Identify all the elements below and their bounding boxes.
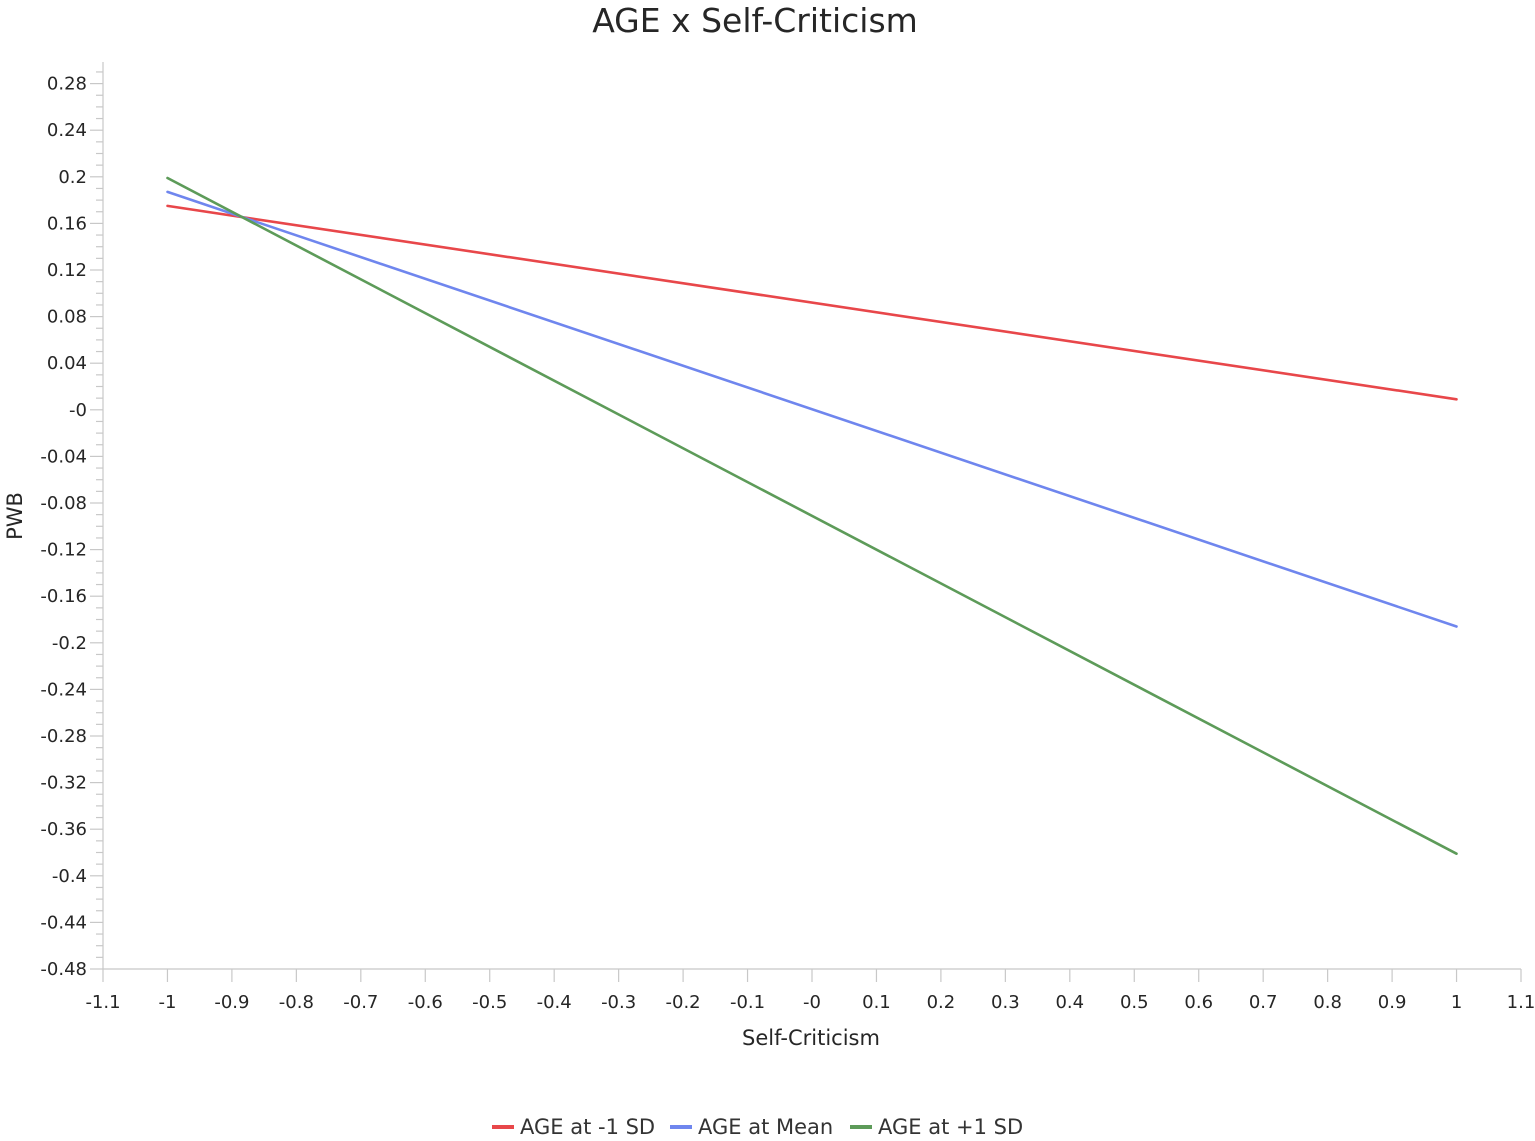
y-tick-label: 0.2	[58, 167, 87, 188]
y-axis-label: PWB	[3, 492, 27, 540]
y-tick-label: -0.08	[40, 493, 87, 514]
legend-item: AGE at +1 SD	[850, 1115, 1023, 1139]
x-tick-label: -0.8	[279, 992, 314, 1013]
y-tick-label: -0.04	[40, 446, 87, 467]
x-axis-label: Self-Criticism	[742, 1026, 880, 1050]
y-tick-label: -0.2	[52, 633, 87, 654]
x-tick-label: -0	[803, 992, 821, 1013]
x-tick-label: 0.3	[991, 992, 1020, 1013]
y-tick-label: 0.04	[47, 353, 87, 374]
x-tick-label: -0.5	[472, 992, 507, 1013]
y-tick-label: 0.16	[47, 213, 87, 234]
legend-label: AGE at +1 SD	[878, 1115, 1023, 1139]
legend: AGE at -1 SD AGE at Mean AGE at +1 SD	[492, 1115, 1023, 1139]
x-tick-label: 0.8	[1313, 992, 1342, 1013]
x-tick-label: 0.6	[1184, 992, 1213, 1013]
x-axis: -1.1 -1 -0.9 -0.8 -0.7 -0.6 -0.5 -0.4 -0.3 -0.2 -0…	[85, 968, 1535, 1013]
x-tick-label: 1	[1451, 992, 1462, 1013]
x-tick-label: -0.3	[601, 992, 636, 1013]
x-tick-label: 0.4	[1055, 992, 1084, 1013]
y-tick-label: -0	[69, 400, 87, 421]
x-tick-label: -0.4	[537, 992, 572, 1013]
series-line	[166, 176, 1458, 856]
x-tick-label: -0.1	[730, 992, 765, 1013]
x-tick-label: -0.9	[214, 992, 249, 1013]
x-tick-label: 0.7	[1249, 992, 1278, 1013]
x-tick-label: -1	[158, 992, 176, 1013]
series-line	[166, 190, 1458, 628]
y-tick-label: -0.36	[40, 819, 87, 840]
y-tick-label: -0.12	[40, 540, 87, 561]
y-tick-label: 0.12	[47, 260, 87, 281]
x-tick-label: -0.7	[343, 992, 378, 1013]
legend-item: AGE at -1 SD	[492, 1115, 655, 1139]
x-tick-label: -1.1	[85, 992, 120, 1013]
y-tick-label: -0.4	[52, 866, 87, 887]
x-tick-label: 0.2	[927, 992, 956, 1013]
x-tick-label: 0.1	[862, 992, 891, 1013]
y-tick-label: -0.28	[40, 726, 87, 747]
legend-label: AGE at -1 SD	[520, 1115, 655, 1139]
y-tick-label: -0.24	[40, 679, 87, 700]
series-line	[166, 204, 1458, 401]
legend-item: AGE at Mean	[670, 1115, 833, 1139]
y-tick-label: 0.28	[47, 74, 87, 95]
y-tick-label: 0.08	[47, 307, 87, 328]
y-tick-label: -0.32	[40, 773, 87, 794]
x-tick-label: 0.9	[1378, 992, 1407, 1013]
y-axis: 0.28 0.24 0.2 0.16 0.12 0.08 0.04 -0 -0.04 -0.08 -…	[40, 62, 104, 980]
y-tick-label: -0.16	[40, 586, 87, 607]
legend-label: AGE at Mean	[698, 1115, 833, 1139]
x-tick-label: 1.1	[1507, 992, 1535, 1013]
x-tick-label: -0.6	[408, 992, 443, 1013]
x-tick-label: 0.5	[1120, 992, 1149, 1013]
y-tick-label: 0.24	[47, 120, 87, 141]
y-tick-label: -0.48	[40, 959, 87, 980]
plot-lines	[166, 176, 1458, 856]
x-tick-label: -0.2	[666, 992, 701, 1013]
chart-title: AGE x Self-Criticism	[592, 1, 918, 40]
y-tick-label: -0.44	[40, 912, 87, 933]
